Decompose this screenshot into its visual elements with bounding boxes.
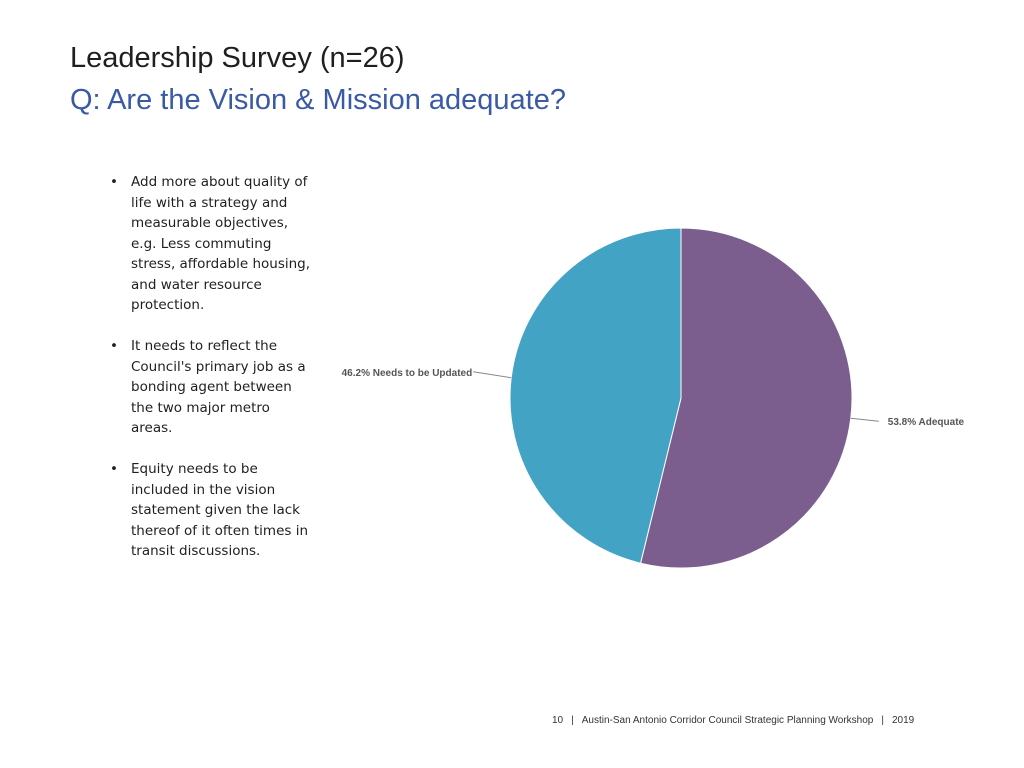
bullet-text: Add more about quality of life with a st… [131, 174, 311, 313]
leader-line [473, 371, 512, 379]
page-number: 10 [552, 715, 564, 726]
bullet-text: Equity needs to be included in the visio… [131, 461, 309, 559]
footer-separator: | [571, 715, 574, 726]
footer-year: 2019 [891, 715, 915, 726]
bullet-item: • Add more about quality of life with a … [110, 172, 310, 316]
comments-list: • Add more about quality of life with a … [110, 172, 310, 582]
slide-title: Leadership Survey (n=26) [70, 42, 405, 74]
bullet-item: • Equity needs to be included in the vis… [110, 459, 310, 562]
pie-slice [509, 227, 682, 564]
bullet-glyph: • [110, 461, 118, 477]
leader-line [850, 417, 879, 422]
bullet-text: It needs to reflect the Council's primar… [131, 338, 306, 436]
footer: 10 | Austin-San Antonio Corridor Council S… [552, 715, 914, 726]
slice-label: 46.2% Needs to be Updated [342, 368, 473, 379]
slice-label: 53.8% Adequate [888, 417, 965, 428]
footer-separator: | [881, 715, 884, 726]
footer-text: Austin-San Antonio Corridor Council Stra… [581, 715, 874, 726]
slide-subtitle: Q: Are the Vision & Mission adequate? [70, 84, 566, 116]
bullet-item: • It needs to reflect the Council's prim… [110, 336, 310, 439]
bullet-glyph: • [110, 174, 118, 190]
bullet-glyph: • [110, 338, 118, 354]
